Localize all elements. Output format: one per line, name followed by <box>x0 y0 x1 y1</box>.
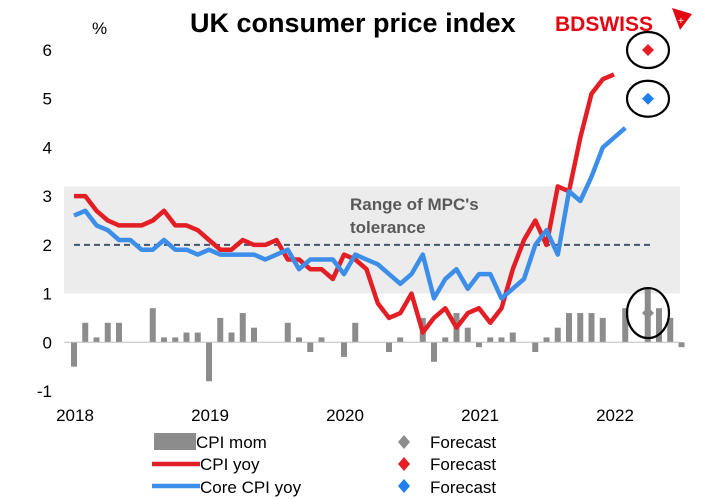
y-tick-label: 5 <box>43 90 52 109</box>
logo-text: BDSWISS <box>555 13 653 36</box>
legend-label-core-cpi-yoy: Core CPI yoy <box>200 478 302 497</box>
cpi-mom-bar <box>82 322 89 343</box>
cpi-mom-bar <box>599 317 606 343</box>
cpi-yoy-line <box>74 72 615 335</box>
y-tick-label: 0 <box>43 333 52 352</box>
y-tick-label: 4 <box>43 138 52 157</box>
core-cpi-yoy-line <box>73 126 627 301</box>
cpi-mom-bar <box>498 337 505 343</box>
cpi-mom-bar <box>678 342 685 348</box>
cpi-mom-bar <box>296 337 302 343</box>
cpi-mom-bar <box>318 337 325 343</box>
x-tick-label: 2018 <box>56 406 94 425</box>
forecast-diamond <box>642 92 654 105</box>
cpi-mom-bar <box>149 308 156 343</box>
cpi-mom-bar <box>161 337 167 343</box>
cpi-mom-bar <box>206 342 212 382</box>
legend-marker-forecast-core <box>398 479 410 493</box>
cpi-mom-bar <box>183 332 190 343</box>
forecast-diamond <box>642 307 654 320</box>
cpi-mom-bar <box>577 313 584 343</box>
y-axis: -1 0 1 2 3 4 5 6 <box>37 41 52 401</box>
cpi-mom-bar <box>116 322 122 343</box>
cpi-mom-bar <box>532 342 539 353</box>
legend-marker-forecast-yoy <box>398 457 410 471</box>
y-tick-label: 6 <box>43 41 52 60</box>
cpi-mom-bar <box>464 327 471 343</box>
cpi-mom-bar <box>543 337 550 343</box>
cpi-mom-bar <box>307 342 314 353</box>
cpi-mom-bar <box>487 337 494 343</box>
legend-label-forecast-yoy: Forecast <box>430 455 496 474</box>
cpi-mom-bar <box>431 342 437 362</box>
chart-title: UK consumer price index <box>190 8 516 38</box>
forecast-highlight-circle <box>625 30 671 70</box>
x-tick-label: 2019 <box>191 406 229 425</box>
x-tick-label: 2020 <box>326 406 364 425</box>
legend-label-cpi-yoy: CPI yoy <box>200 455 260 474</box>
cpi-mom-bar <box>622 308 629 343</box>
cpi-mom-bar <box>476 342 482 348</box>
cpi-mom-bar <box>194 332 201 343</box>
cpi-mom-bar <box>284 322 291 343</box>
legend: CPI mom Forecast CPI yoy Forecast Core C… <box>152 433 496 497</box>
band-label-line2: tolerance <box>350 218 426 237</box>
legend-label-forecast-mom: Forecast <box>430 433 496 452</box>
cpi-mom-bar <box>397 337 404 343</box>
cpi-mom-bar <box>239 313 246 343</box>
svg-text:+: + <box>678 16 684 27</box>
legend-marker-forecast-mom <box>398 435 410 449</box>
cpi-mom-bar <box>667 317 674 343</box>
cpi-mom-bar <box>228 332 235 343</box>
legend-label-forecast-core: Forecast <box>430 478 496 497</box>
bdswiss-logo: BDSWISS + <box>555 8 692 36</box>
legend-marker-cpi-mom <box>154 433 196 450</box>
cpi-mom-bar <box>217 317 224 343</box>
y-tick-label: 2 <box>43 236 52 255</box>
y-tick-label: -1 <box>37 382 52 401</box>
cpi-mom-bar <box>588 313 595 343</box>
cpi-mom-bar <box>566 313 572 343</box>
cpi-mom-bar <box>104 322 111 343</box>
forecast-highlight-circle <box>625 79 671 118</box>
cpi-mom-bar <box>442 337 449 343</box>
x-axis: 2018 2019 2020 2021 2022 <box>56 406 634 425</box>
cpi-mom-bar <box>509 332 516 343</box>
x-tick-label: 2022 <box>596 406 634 425</box>
forecast-points <box>625 30 671 340</box>
cpi-mom-bar <box>554 327 561 343</box>
logo-mark-icon <box>672 8 692 30</box>
x-tick-label: 2021 <box>461 406 499 425</box>
cpi-mom-bar <box>93 337 100 343</box>
cpi-mom-bar <box>71 342 77 367</box>
cpi-mom-bar <box>656 308 662 343</box>
cpi-mom-bar <box>341 342 347 357</box>
y-tick-label: 3 <box>43 187 52 206</box>
legend-label-cpi-mom: CPI mom <box>196 433 267 452</box>
cpi-mom-bar <box>352 322 359 343</box>
cpi-mom-bar <box>251 327 257 343</box>
y-tick-label: 1 <box>43 285 52 304</box>
cpi-mom-bar <box>172 337 179 343</box>
cpi-mom-bar <box>386 342 392 353</box>
band-label-line1: Range of MPC's <box>350 195 479 214</box>
forecast-diamond <box>642 44 654 56</box>
forecast-highlight-circle <box>625 286 671 340</box>
y-axis-unit: % <box>92 19 107 38</box>
